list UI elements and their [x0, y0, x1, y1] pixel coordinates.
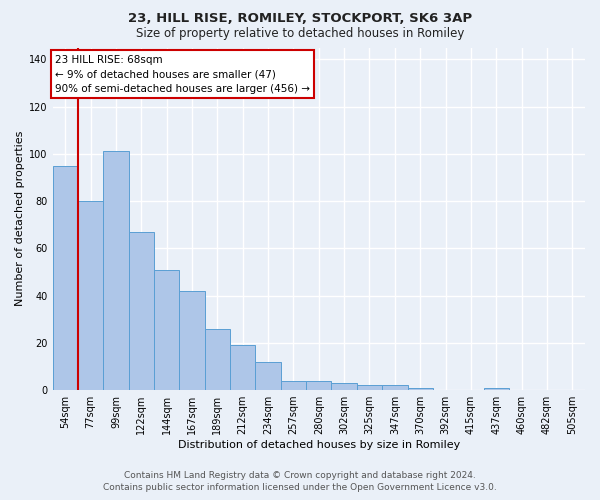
- Text: Size of property relative to detached houses in Romiley: Size of property relative to detached ho…: [136, 28, 464, 40]
- Bar: [230, 345, 256, 390]
- Bar: [357, 386, 382, 390]
- Bar: [53, 166, 78, 390]
- Y-axis label: Number of detached properties: Number of detached properties: [15, 131, 25, 306]
- Bar: [306, 380, 331, 390]
- Bar: [484, 388, 509, 390]
- Bar: [256, 362, 281, 390]
- Text: 23, HILL RISE, ROMILEY, STOCKPORT, SK6 3AP: 23, HILL RISE, ROMILEY, STOCKPORT, SK6 3…: [128, 12, 472, 26]
- Bar: [281, 380, 306, 390]
- Bar: [78, 201, 103, 390]
- Bar: [154, 270, 179, 390]
- Bar: [103, 152, 128, 390]
- X-axis label: Distribution of detached houses by size in Romiley: Distribution of detached houses by size …: [178, 440, 460, 450]
- Bar: [331, 383, 357, 390]
- Bar: [407, 388, 433, 390]
- Bar: [205, 328, 230, 390]
- Bar: [382, 386, 407, 390]
- Text: 23 HILL RISE: 68sqm
← 9% of detached houses are smaller (47)
90% of semi-detache: 23 HILL RISE: 68sqm ← 9% of detached hou…: [55, 54, 310, 94]
- Bar: [128, 232, 154, 390]
- Bar: [179, 291, 205, 390]
- Text: Contains HM Land Registry data © Crown copyright and database right 2024.
Contai: Contains HM Land Registry data © Crown c…: [103, 471, 497, 492]
